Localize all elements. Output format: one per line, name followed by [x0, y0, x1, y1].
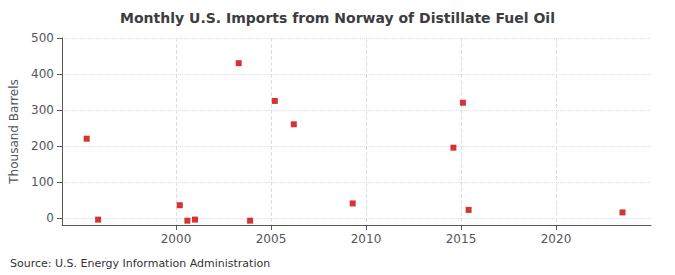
svg-text:500: 500: [31, 31, 54, 45]
svg-text:2000: 2000: [161, 232, 192, 246]
svg-text:400: 400: [31, 67, 54, 81]
svg-text:200: 200: [31, 139, 54, 153]
svg-text:Monthly U.S. Imports from Norw: Monthly U.S. Imports from Norway of Dist…: [120, 10, 555, 26]
svg-text:0: 0: [46, 211, 54, 225]
svg-text:Thousand Barrels: Thousand Barrels: [7, 79, 21, 184]
svg-text:2020: 2020: [541, 232, 572, 246]
svg-text:100: 100: [31, 175, 54, 189]
svg-text:2005: 2005: [256, 232, 287, 246]
svg-text:Source: U.S. Energy Informatio: Source: U.S. Energy Information Administ…: [10, 257, 270, 270]
svg-text:2010: 2010: [351, 232, 382, 246]
svg-text:2015: 2015: [446, 232, 477, 246]
svg-text:300: 300: [31, 103, 54, 117]
